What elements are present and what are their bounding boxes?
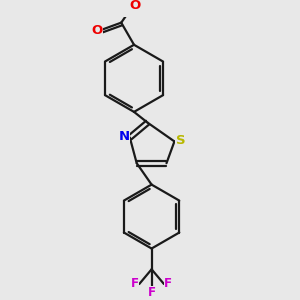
Text: S: S bbox=[176, 134, 185, 147]
Text: N: N bbox=[119, 130, 130, 143]
Text: F: F bbox=[148, 286, 156, 299]
Text: F: F bbox=[131, 278, 139, 290]
Text: O: O bbox=[130, 0, 141, 12]
Text: F: F bbox=[164, 278, 172, 290]
Text: O: O bbox=[92, 24, 103, 37]
